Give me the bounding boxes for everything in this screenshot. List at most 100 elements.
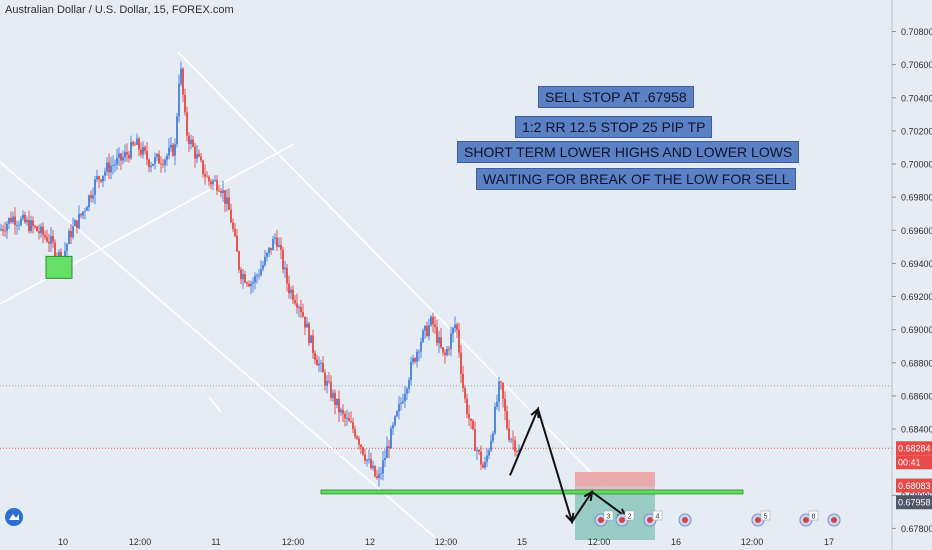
candle <box>404 385 406 408</box>
candle <box>426 321 428 338</box>
event-marker <box>678 513 692 527</box>
candle <box>168 138 170 160</box>
candle <box>272 235 274 251</box>
candle <box>142 141 144 159</box>
candle <box>110 156 112 180</box>
candle <box>458 322 460 358</box>
candle <box>250 280 252 295</box>
candle <box>202 159 204 178</box>
candle <box>364 448 366 465</box>
candle <box>86 205 88 211</box>
candle <box>134 141 136 146</box>
y-tick-label: 0.70600 <box>901 60 932 70</box>
candle <box>44 230 46 240</box>
candle <box>94 176 96 205</box>
candle <box>332 389 334 402</box>
candle <box>178 74 180 123</box>
candle <box>112 155 114 175</box>
candle <box>446 346 448 357</box>
x-tick-label: 12:00 <box>129 537 152 547</box>
candle <box>52 229 54 249</box>
candle <box>282 246 284 274</box>
candle <box>496 394 498 410</box>
candle <box>132 140 134 147</box>
candle <box>116 148 118 170</box>
tradingview-logo[interactable] <box>5 508 23 526</box>
candle <box>306 316 308 328</box>
candle <box>310 335 312 344</box>
candle <box>356 434 358 441</box>
candle <box>436 319 438 346</box>
candle <box>488 448 490 460</box>
support-level-line <box>320 489 744 495</box>
candle <box>190 134 192 150</box>
y-tick-label: 0.70000 <box>901 160 932 170</box>
x-tick-label: 10 <box>58 537 68 547</box>
candles-layer <box>0 61 520 487</box>
candle <box>74 218 76 227</box>
countdown-tag-text: 00:41 <box>898 458 921 468</box>
candle <box>296 293 298 314</box>
event-markers[interactable]: 3 2 4 5 8 <box>594 510 841 527</box>
candle <box>342 404 344 423</box>
arrow-head-down <box>565 512 575 524</box>
candle <box>346 409 348 426</box>
candle <box>384 449 386 468</box>
candle <box>150 161 152 173</box>
candle <box>402 393 404 405</box>
candle <box>200 153 202 163</box>
entry-price-tag-text: 0.67958 <box>898 498 931 508</box>
candle <box>140 142 142 158</box>
candle <box>14 207 16 235</box>
candle <box>336 398 338 409</box>
candle <box>42 222 44 244</box>
y-tick-label: 0.69600 <box>901 226 932 236</box>
candle <box>226 188 228 212</box>
candle <box>32 216 34 234</box>
candle <box>48 234 50 253</box>
candle <box>78 205 80 230</box>
candle <box>510 437 512 444</box>
time-axis[interactable]: 10 12:00 11 12:00 12 12:00 15 12:00 16 12:00 17 <box>58 537 834 547</box>
candle <box>274 233 276 245</box>
candle <box>500 380 502 390</box>
candle <box>40 223 42 238</box>
y-tick-label: 0.70200 <box>901 126 932 136</box>
candle <box>136 133 138 146</box>
candle <box>358 435 360 450</box>
candle <box>220 187 222 198</box>
candle <box>92 187 94 203</box>
candle <box>442 347 444 356</box>
event-marker: 5 <box>751 510 771 527</box>
candle <box>18 220 20 231</box>
candle <box>304 316 306 335</box>
candle <box>472 419 474 431</box>
arrow-head-up <box>530 407 540 419</box>
candle <box>482 461 484 469</box>
y-tick-label: 0.69800 <box>901 193 932 203</box>
candle <box>476 447 478 461</box>
candle <box>0 223 2 232</box>
candle <box>338 390 340 423</box>
candle <box>410 356 412 386</box>
candle <box>212 178 214 191</box>
candle <box>368 449 370 464</box>
y-tick-label: 0.68800 <box>901 358 932 368</box>
current-price-tag-text: 0.68284 <box>898 444 931 454</box>
event-count: 3 <box>607 514 611 521</box>
candle <box>188 131 190 153</box>
note-sell-stop[interactable]: SELL STOP AT .67958 <box>538 86 694 108</box>
candle <box>208 175 210 187</box>
candle <box>444 349 446 364</box>
candle <box>454 316 456 333</box>
candle <box>464 385 466 403</box>
candle <box>152 163 154 167</box>
note-trend[interactable]: SHORT TERM LOWER HIGHS AND LOWER LOWS <box>457 141 800 163</box>
candle <box>316 354 318 366</box>
highlight-box <box>45 255 73 279</box>
note-waiting[interactable]: WAITING FOR BREAK OF THE LOW FOR SELL <box>476 168 797 190</box>
note-risk-reward[interactable]: 1:2 RR 12.5 STOP 25 PIP TP <box>515 116 713 138</box>
